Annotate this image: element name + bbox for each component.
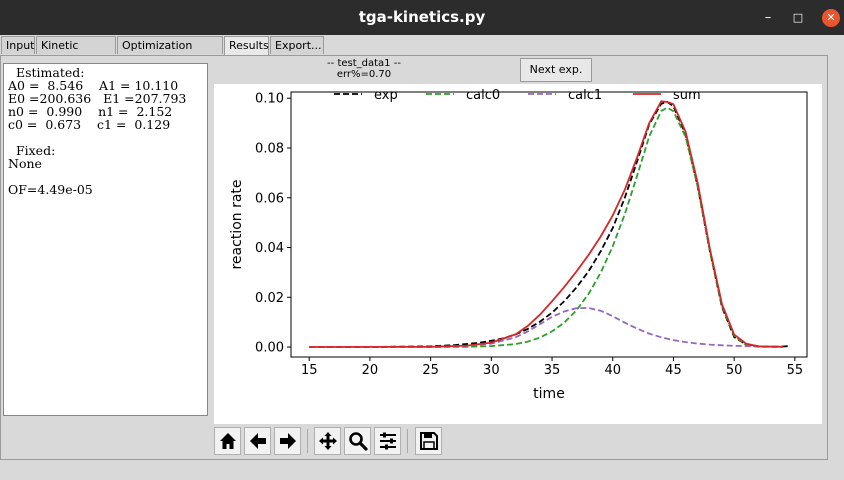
close-button[interactable]: ✕	[822, 9, 840, 27]
y-axis-label: reaction rate	[229, 179, 245, 269]
dataset-header: -- test_data1 -- err%=0.70	[304, 58, 424, 80]
series-line-exp	[309, 101, 789, 348]
minimize-button[interactable]: –	[764, 10, 772, 25]
zoom-button[interactable]	[344, 427, 371, 455]
save-button[interactable]	[415, 427, 442, 455]
x-tick-label: 55	[787, 363, 804, 378]
legend-label-exp: exp	[374, 88, 398, 103]
results-line: E0 =200.636 E1 =207.793	[8, 91, 187, 106]
x-tick-label: 30	[483, 363, 500, 378]
tab-kinetic-options[interactable]: Kinetic options	[36, 36, 116, 70]
series-line-calc1	[309, 307, 783, 348]
back-button[interactable]	[244, 427, 271, 455]
tab-results[interactable]: Results	[224, 36, 269, 56]
results-line: c0 = 0.673 c1 = 0.129	[8, 117, 171, 132]
home-icon	[219, 433, 236, 449]
legend-label-sum: sum	[673, 88, 701, 103]
next-exp-button[interactable]: Next exp.	[520, 58, 592, 82]
maximize-button[interactable]: □	[792, 11, 804, 24]
y-tick-label: 0.00	[255, 341, 284, 356]
back-arrow-icon	[249, 433, 266, 449]
tab-input[interactable]: Input	[1, 36, 35, 54]
legend-label-calc1: calc1	[568, 88, 602, 103]
tab-optimization-options[interactable]: Optimization options	[117, 36, 223, 70]
plot-frame	[290, 91, 808, 358]
results-line: Fixed:	[8, 143, 56, 158]
x-tick-label: 25	[422, 363, 439, 378]
forward-button[interactable]	[274, 427, 301, 455]
pan-button[interactable]	[314, 427, 341, 455]
x-tick-label: 45	[665, 363, 682, 378]
home-button[interactable]	[214, 427, 241, 455]
forward-arrow-icon	[279, 433, 296, 449]
results-text-box[interactable]: Estimated: A0 = 8.546 A1 = 10.110 E0 =200.…	[3, 63, 208, 416]
x-tick-label: 15	[301, 363, 318, 378]
toolbar-separator	[407, 429, 408, 453]
y-tick-label: 0.10	[255, 92, 284, 107]
window-title: tga-kinetics.py	[358, 8, 486, 26]
x-tick-label: 35	[544, 363, 561, 378]
dataset-name: -- test_data1 --	[327, 58, 401, 69]
results-line: OF=4.49e-05	[8, 182, 93, 197]
legend-label-calc0: calc0	[466, 88, 500, 103]
tab-export[interactable]: Export...	[270, 36, 324, 54]
error-percent: err%=0.70	[336, 69, 392, 80]
y-tick-label: 0.06	[255, 191, 284, 206]
save-icon	[419, 432, 438, 450]
x-tick-label: 50	[726, 363, 743, 378]
title-bar: tga-kinetics.py – □ ✕	[0, 0, 844, 35]
configure-subplots-button[interactable]	[374, 427, 401, 455]
zoom-icon	[348, 432, 368, 451]
results-line: Estimated:	[8, 65, 85, 80]
x-tick-label: 40	[604, 363, 621, 378]
reaction-rate-chart: 15 20 25 30 35 40 45 50 55 0.00 0.02 0.04 0.06 0.08 0.…	[229, 88, 808, 402]
y-tick-label: 0.04	[255, 241, 284, 256]
x-tick-label: 20	[362, 363, 379, 378]
toolbar-separator	[307, 429, 308, 453]
y-tick-label: 0.02	[255, 291, 284, 306]
plot-canvas: 15 20 25 30 35 40 45 50 55 0.00 0.02 0.04 0.06 0.08 0.…	[214, 84, 822, 424]
results-line: n0 = 0.990 n1 = 2.152	[8, 104, 173, 119]
x-axis-label: time	[533, 386, 565, 402]
y-tick-label: 0.08	[255, 141, 284, 156]
pan-icon	[318, 432, 337, 450]
results-line: None	[8, 156, 42, 171]
configure-subplots-icon	[379, 432, 396, 450]
series-line-sum	[309, 100, 783, 348]
results-line: A0 = 8.546 A1 = 10.110	[8, 78, 179, 93]
series-line-calc0	[309, 106, 783, 348]
